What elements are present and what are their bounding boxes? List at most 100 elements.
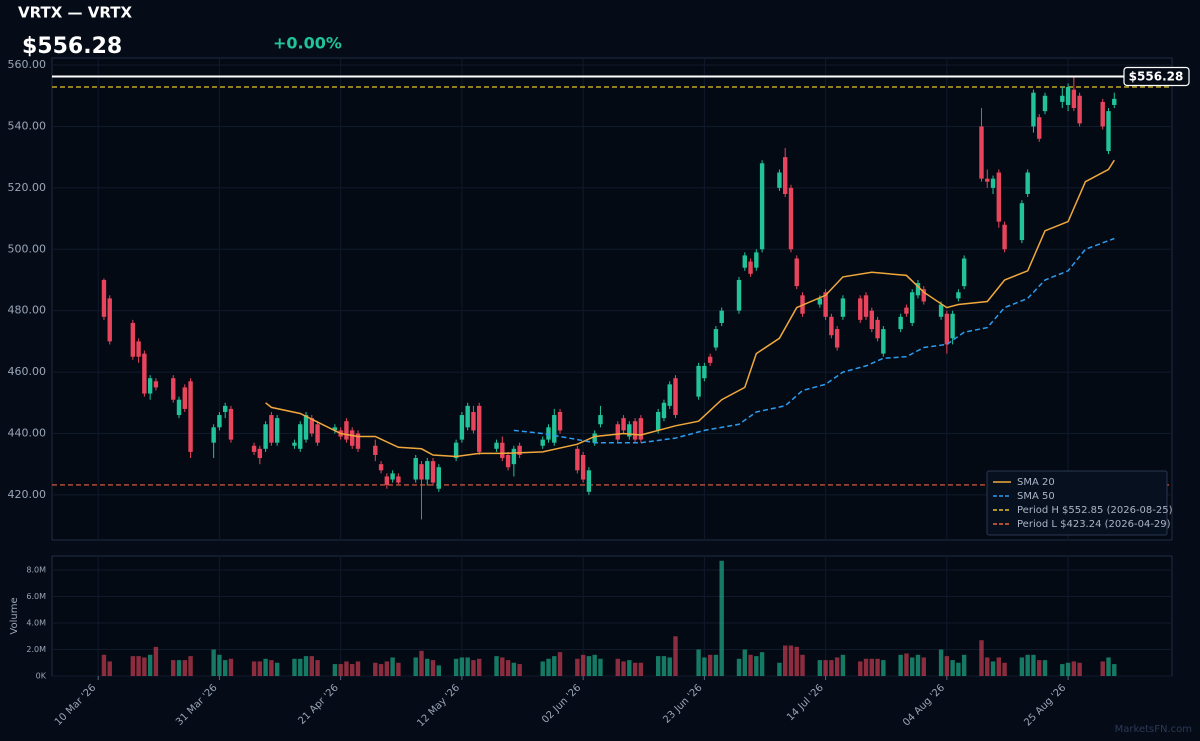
candle-body bbox=[592, 433, 597, 443]
volume-bar bbox=[453, 658, 459, 676]
price-header: $556.28 bbox=[22, 34, 122, 59]
candle-body bbox=[552, 415, 557, 443]
volume-bar bbox=[1112, 664, 1117, 676]
candle-body bbox=[465, 405, 470, 428]
candle-body bbox=[915, 283, 921, 296]
volume-bar bbox=[355, 661, 361, 676]
volume-bar bbox=[580, 654, 586, 676]
volume-bar bbox=[298, 658, 303, 676]
candle-body bbox=[961, 258, 967, 287]
volume-bar bbox=[638, 662, 644, 676]
volume-bar bbox=[782, 645, 788, 676]
volume-bar bbox=[171, 660, 176, 676]
candle-body bbox=[990, 178, 996, 188]
volume-bar bbox=[494, 656, 499, 676]
volume-bar bbox=[309, 656, 314, 676]
volume-bar bbox=[477, 658, 482, 676]
volume-bar bbox=[315, 660, 320, 676]
volume-bar bbox=[303, 656, 309, 676]
candle-body bbox=[1025, 172, 1030, 195]
candle-body bbox=[575, 448, 580, 471]
candle-body bbox=[176, 399, 182, 416]
volume-bar bbox=[274, 662, 280, 676]
candle-body bbox=[823, 292, 828, 317]
volume-bar bbox=[142, 657, 147, 676]
volume-bar bbox=[147, 654, 153, 676]
volume-bar bbox=[938, 649, 944, 676]
candle-body bbox=[754, 252, 759, 268]
volume-tick-label: 4.0M bbox=[26, 619, 46, 628]
volume-bar bbox=[979, 640, 984, 676]
candle-body bbox=[875, 319, 880, 339]
candle-body bbox=[147, 378, 153, 394]
volume-bar bbox=[1060, 664, 1065, 676]
candle-body bbox=[1065, 87, 1071, 105]
y-tick-label: 440.00 bbox=[8, 426, 47, 439]
candle-body bbox=[453, 442, 459, 459]
sma-line bbox=[513, 237, 1115, 444]
candle-body bbox=[661, 402, 667, 419]
volume-bar bbox=[107, 661, 112, 676]
volume-bar bbox=[1042, 660, 1048, 676]
candle-body bbox=[419, 464, 424, 480]
volume-tick-label: 8.0M bbox=[26, 566, 46, 575]
volume-bar bbox=[702, 657, 707, 676]
candle-body bbox=[834, 329, 840, 348]
candle-body bbox=[211, 427, 216, 443]
candle-body bbox=[142, 353, 147, 394]
volume-bar bbox=[898, 654, 903, 676]
volume-bar bbox=[1031, 654, 1036, 676]
volume-bar bbox=[182, 660, 187, 676]
volume-bar bbox=[1025, 654, 1030, 676]
volume-bar bbox=[425, 658, 430, 676]
volume-bar bbox=[996, 657, 1002, 676]
volume-bar bbox=[627, 660, 632, 676]
volume-bar bbox=[390, 657, 395, 676]
volume-bar bbox=[269, 660, 274, 676]
candle-body bbox=[742, 255, 747, 268]
candle-body bbox=[425, 461, 430, 480]
candle-body bbox=[471, 411, 476, 431]
legend-label: Period L $423.24 (2026-04-29) bbox=[1017, 519, 1171, 530]
candle-body bbox=[315, 424, 320, 443]
volume-bar bbox=[1002, 662, 1007, 676]
volume-tick-label: 6.0M bbox=[26, 592, 46, 601]
y-tick-label: 500.00 bbox=[8, 242, 47, 255]
candle-body bbox=[511, 448, 517, 465]
candle-body bbox=[736, 279, 742, 311]
volume-bar bbox=[817, 660, 823, 676]
change-header: +0.00% bbox=[273, 34, 342, 53]
volume-bar bbox=[800, 654, 805, 676]
volume-bar bbox=[794, 646, 799, 676]
candle-body bbox=[546, 427, 551, 440]
volume-bar bbox=[915, 654, 921, 676]
volume-bar bbox=[188, 656, 193, 676]
candle-body bbox=[430, 461, 436, 483]
volume-bar bbox=[176, 660, 182, 676]
candle-body bbox=[858, 298, 863, 320]
watermark: MarketsFN.com bbox=[1115, 724, 1192, 735]
volume-bar bbox=[263, 658, 268, 676]
candle-body bbox=[188, 381, 193, 452]
volume-bar bbox=[858, 661, 863, 676]
candle-body bbox=[950, 313, 955, 339]
volume-bar bbox=[910, 657, 915, 676]
candle-body bbox=[228, 408, 234, 440]
volume-bar bbox=[251, 661, 257, 676]
candle-body bbox=[817, 298, 823, 305]
candle-body bbox=[881, 329, 886, 354]
volume-bar bbox=[257, 661, 263, 676]
candle-body bbox=[517, 445, 522, 455]
y-tick-label: 520.00 bbox=[8, 181, 47, 194]
candle-body bbox=[309, 418, 314, 434]
volume-bar bbox=[707, 654, 713, 676]
candle-body bbox=[222, 405, 228, 412]
candle-body bbox=[788, 187, 794, 250]
candle-body bbox=[898, 316, 903, 330]
candle-body bbox=[1002, 224, 1007, 250]
volume-bar bbox=[990, 661, 996, 676]
volume-bar bbox=[713, 654, 719, 676]
candle-body bbox=[696, 365, 701, 397]
volume-bar bbox=[436, 665, 442, 676]
